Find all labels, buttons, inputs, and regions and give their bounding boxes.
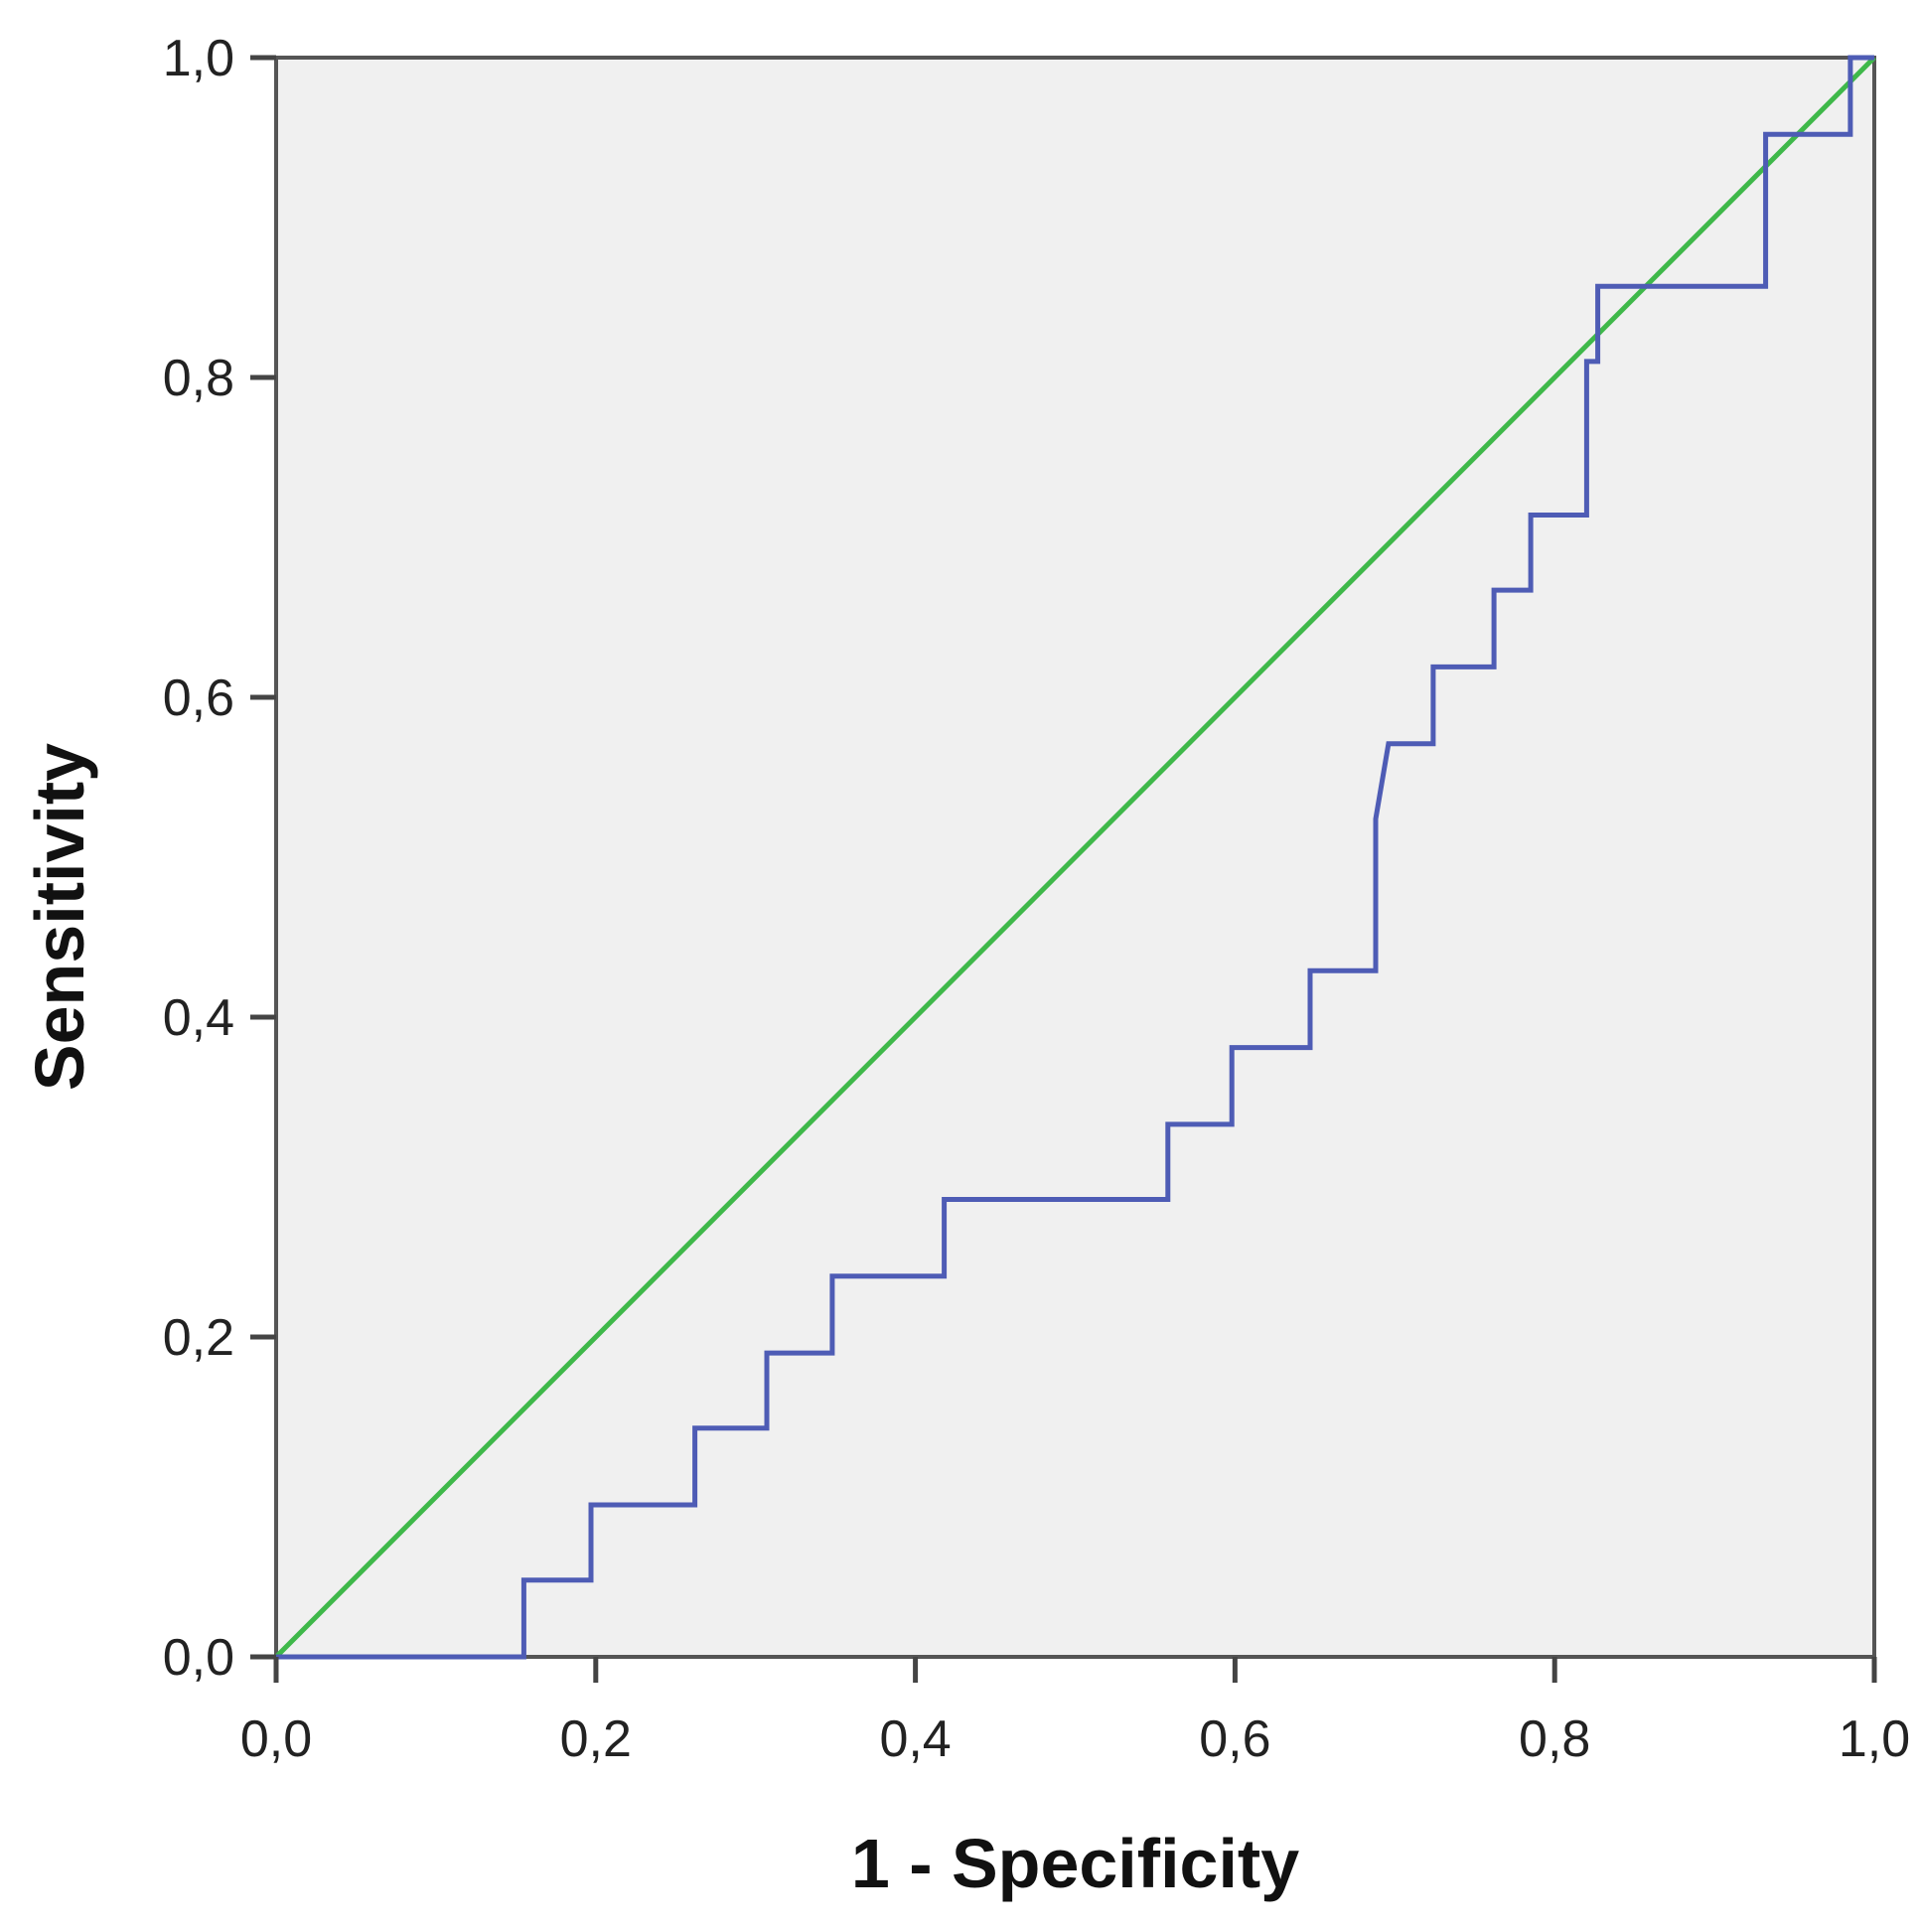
y-tick-label: 0,0 xyxy=(163,1629,234,1687)
x-axis-title: 1 - Specificity xyxy=(851,1825,1299,1902)
y-axis-title: Sensitivity xyxy=(21,743,98,1091)
x-tick-label: 0,6 xyxy=(1199,1710,1270,1768)
x-tick-label: 1,0 xyxy=(1839,1710,1910,1768)
y-tick-label: 0,6 xyxy=(163,669,234,727)
y-tick-label: 0,2 xyxy=(163,1309,234,1367)
y-axis: 0,0 0,2 0,4 0,6 0,8 1,0 xyxy=(163,30,276,1687)
y-tick-label: 1,0 xyxy=(163,30,234,87)
roc-curve xyxy=(276,55,1874,1660)
x-axis: 0,0 0,2 0,4 0,6 0,8 1,0 xyxy=(240,1657,1910,1768)
y-tick-label: 0,8 xyxy=(163,350,234,407)
x-tick-label: 0,8 xyxy=(1519,1710,1590,1768)
y-tick-label: 0,4 xyxy=(163,989,234,1047)
x-tick-label: 0,4 xyxy=(879,1710,951,1768)
x-tick-label: 0,0 xyxy=(240,1710,312,1768)
x-tick-label: 0,2 xyxy=(560,1710,632,1768)
diagonal-reference-line xyxy=(274,56,1876,1659)
